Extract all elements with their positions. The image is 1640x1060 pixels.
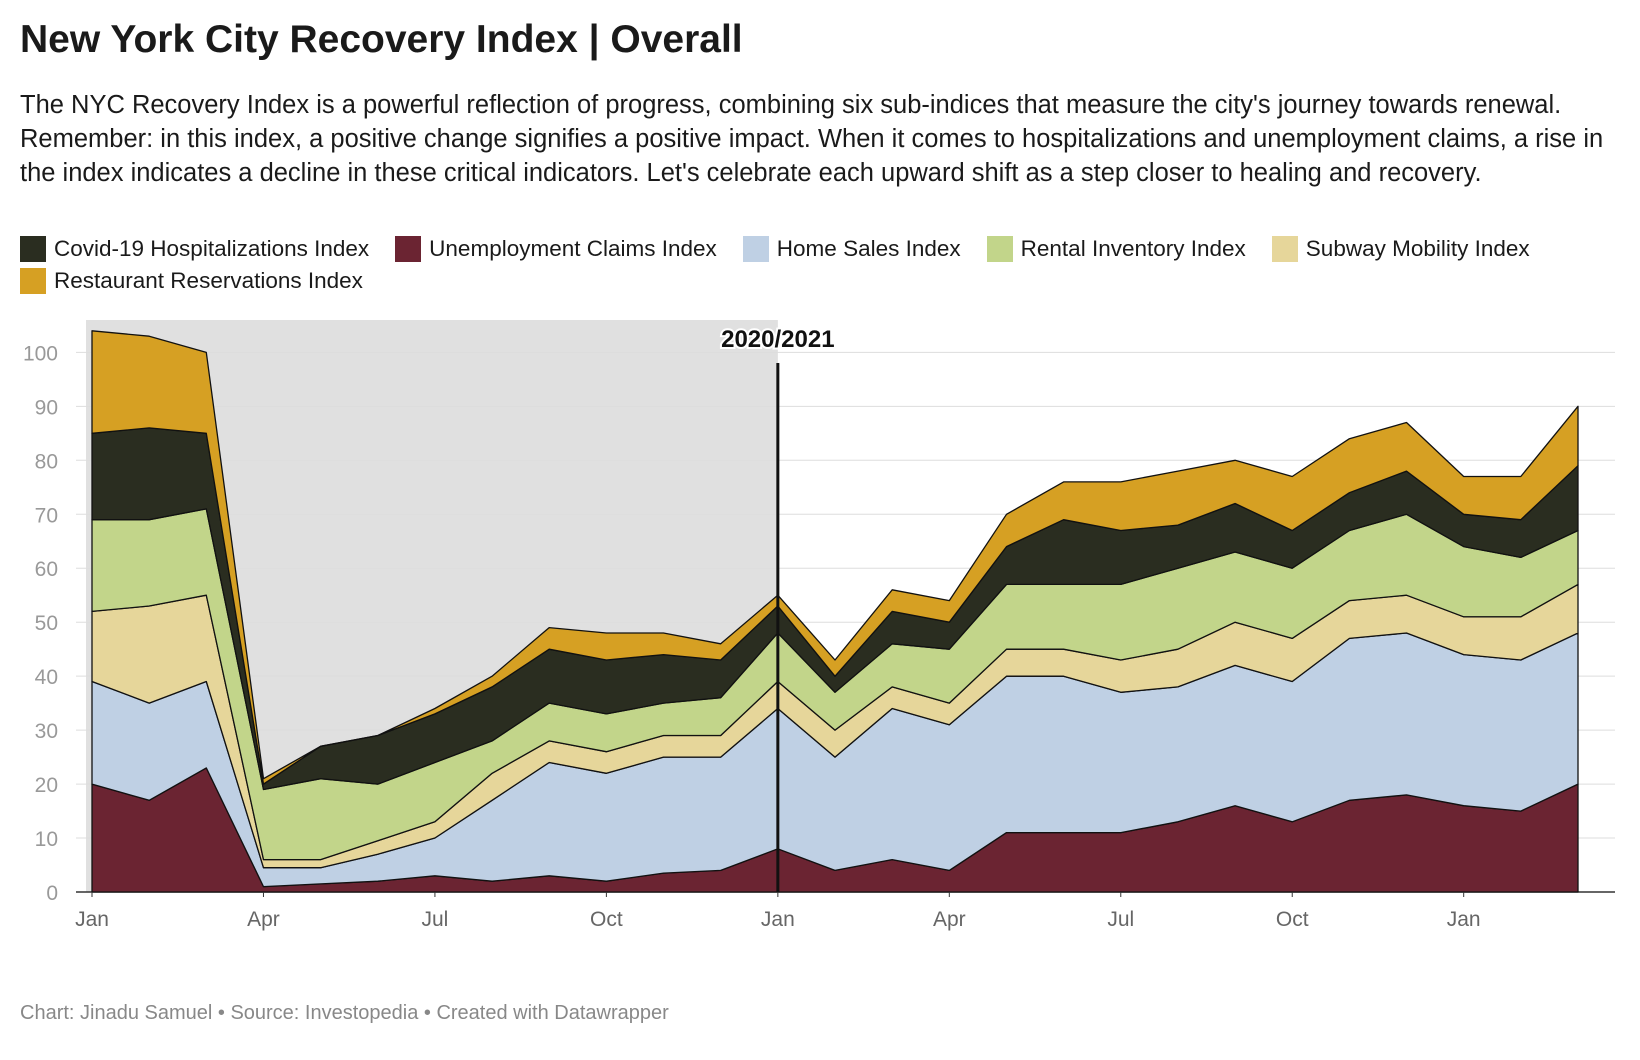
legend-label: Restaurant Reservations Index xyxy=(54,268,363,293)
y-tick-label: 30 xyxy=(35,720,58,743)
x-tick-label: Oct xyxy=(1276,908,1309,931)
legend: Covid-19 Hospitalizations Index Unemploym… xyxy=(20,236,1620,294)
legend-item: Restaurant Reservations Index xyxy=(20,268,363,294)
chart-title: New York City Recovery Index | Overall xyxy=(20,18,743,61)
legend-label: Covid-19 Hospitalizations Index xyxy=(54,236,370,261)
legend-swatch xyxy=(1271,236,1298,262)
x-tick-label: Jan xyxy=(75,908,109,931)
y-tick-label: 100 xyxy=(23,342,58,365)
y-tick-label: 40 xyxy=(35,666,58,689)
legend-label: Unemployment Claims Index xyxy=(429,236,717,261)
x-tick-label: Apr xyxy=(247,908,280,931)
x-tick-label: Jul xyxy=(421,908,448,931)
legend-item: Home Sales Index xyxy=(742,236,961,262)
legend-swatch xyxy=(395,236,422,262)
y-tick-label: 0 xyxy=(46,882,58,905)
legend-swatch xyxy=(986,236,1013,262)
annotation-label: 2020/2021 xyxy=(721,326,834,353)
y-tick-label: 20 xyxy=(35,774,58,797)
legend-item: Unemployment Claims Index xyxy=(395,236,717,262)
y-tick-label: 50 xyxy=(35,612,58,635)
x-tick-label: Jan xyxy=(1447,908,1481,931)
legend-label: Home Sales Index xyxy=(776,236,961,261)
area xyxy=(91,330,1579,785)
y-tick-label: 80 xyxy=(35,450,58,473)
legend-item: Covid-19 Hospitalizations Index xyxy=(20,236,369,262)
x-tick-label: Oct xyxy=(590,908,623,931)
legend-label: Subway Mobility Index xyxy=(1305,236,1530,261)
y-tick-label: 70 xyxy=(35,504,58,527)
legend-label: Rental Inventory Index xyxy=(1020,236,1246,261)
footer: Chart: Jinadu Samuel • Source: Investope… xyxy=(20,1002,669,1024)
legend-item: Rental Inventory Index xyxy=(986,236,1246,262)
x-tick-label: Jan xyxy=(761,908,795,931)
legend-swatch xyxy=(20,236,46,262)
legend-swatch xyxy=(20,268,46,294)
y-tick-label: 10 xyxy=(35,828,58,851)
legend-item: Subway Mobility Index xyxy=(1271,236,1530,262)
chart-subtitle: The NYC Recovery Index is a powerful ref… xyxy=(20,91,1604,187)
x-tick-label: Apr xyxy=(933,908,966,931)
y-tick-label: 60 xyxy=(35,558,58,581)
y-tick-label: 90 xyxy=(35,396,58,419)
legend-swatch xyxy=(742,236,769,262)
chart: 0 10 20 30 40 50 60 70 80 90 100 2020/2021 Jan Apr Jul… xyxy=(23,320,1615,931)
x-tick-label: Jul xyxy=(1107,908,1134,931)
